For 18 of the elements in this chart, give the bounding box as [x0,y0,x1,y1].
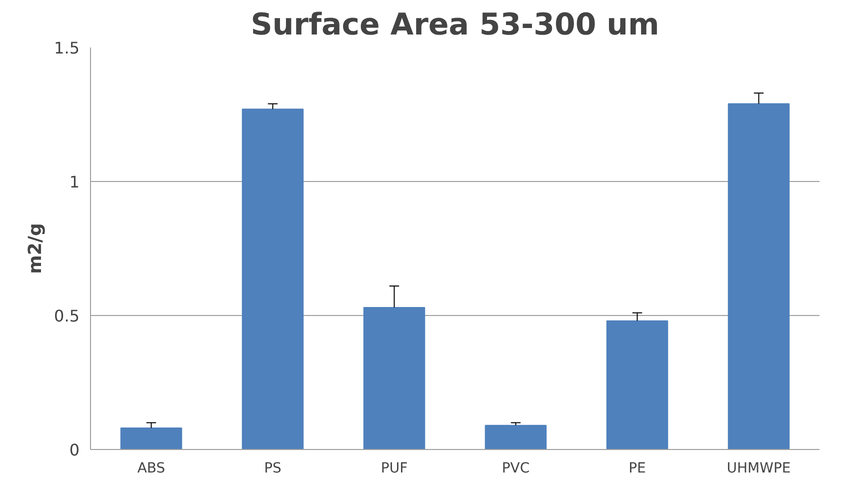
y-axis-title: m2/g [25,223,46,274]
bar [484,424,547,450]
bar [606,320,668,450]
x-tick-label: ABS [137,460,166,476]
x-tick-label: PE [628,460,646,476]
x-tick-label: PUF [380,460,408,476]
y-tick-label: 1.5 [54,38,80,58]
y-tick-label: 1 [69,172,80,192]
y-tick-label: 0.5 [54,306,80,326]
x-tick-label: PVC [502,460,530,476]
bar [120,428,182,450]
x-tick-label: UHMWPE [726,460,791,476]
bar [242,108,304,450]
x-tick-label: PS [264,460,282,476]
bar [363,306,426,450]
chart-title: Surface Area 53-300 um [250,8,660,42]
y-tick-label: 0 [69,440,80,460]
bar [728,103,790,450]
